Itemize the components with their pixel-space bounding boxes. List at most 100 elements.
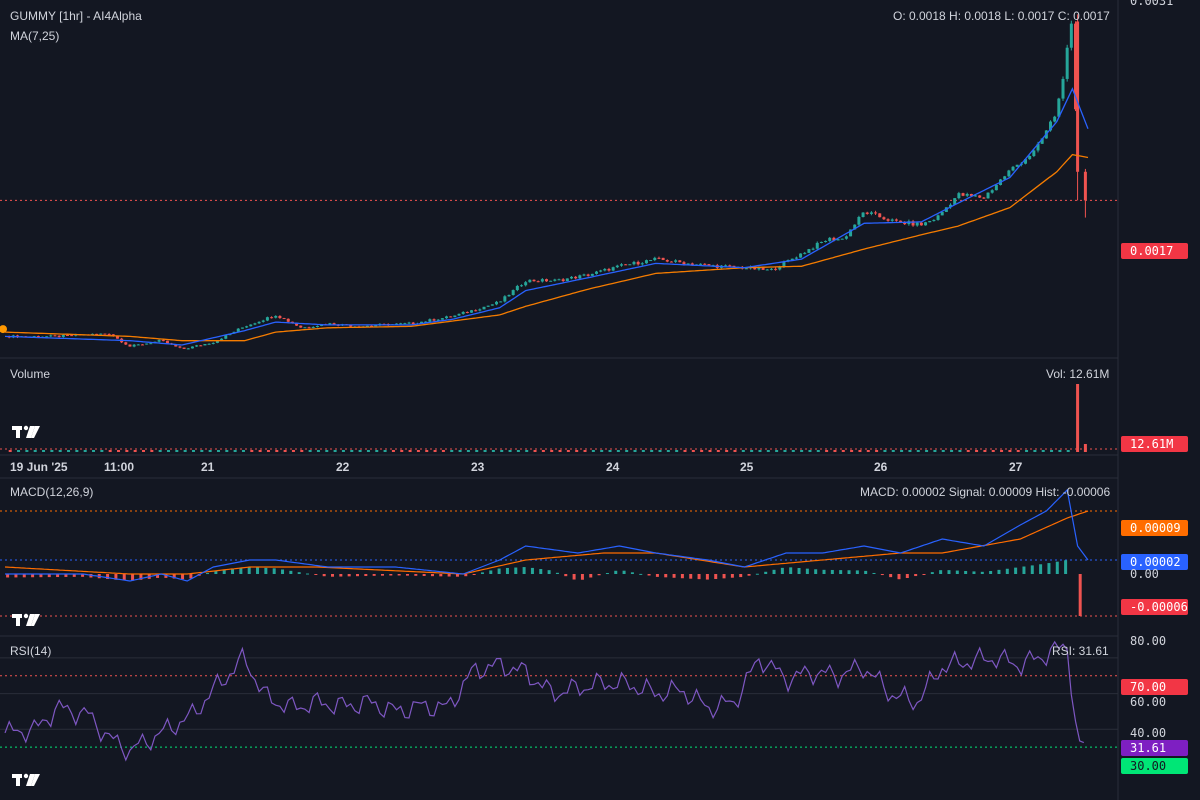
candle-body — [332, 323, 336, 325]
candle-body — [178, 346, 182, 348]
candle-body — [1065, 47, 1069, 79]
tradingview-logo — [12, 424, 42, 445]
volume-bar — [475, 450, 479, 452]
candle-body — [145, 343, 149, 345]
candle-body — [844, 236, 848, 239]
macd-hist-bar — [739, 574, 743, 578]
macd-hist-bar — [730, 574, 734, 578]
volume-bar — [958, 450, 962, 452]
volume-bar — [1041, 450, 1045, 452]
time-axis-label-8: 27 — [1009, 460, 1023, 474]
tradingview-logo — [12, 772, 42, 793]
price-axis-top-label: 0.0031 — [1130, 0, 1174, 8]
macd-hist-bar — [722, 574, 726, 579]
volume-bar — [616, 450, 620, 452]
volume-bar — [491, 450, 495, 452]
macd-hist-bar — [47, 574, 51, 578]
tradingview-logo — [12, 612, 42, 633]
candle-body — [957, 193, 961, 199]
macd-hist-bar — [156, 574, 160, 578]
volume-bar — [283, 450, 287, 452]
macd-signal-line — [4, 510, 1089, 575]
ma-label: MA(7,25) — [10, 29, 60, 43]
candle-body — [453, 315, 457, 318]
macd-hist-bar — [22, 574, 26, 578]
candle-body — [274, 315, 278, 318]
volume-bar — [325, 450, 329, 452]
candle-body — [611, 267, 615, 271]
macd-hist-bar — [814, 569, 818, 574]
macd-hist-bar — [689, 574, 693, 579]
candle-body — [436, 319, 440, 321]
candle-body — [240, 327, 244, 329]
candle-body — [1024, 159, 1028, 164]
macd-hist-bar — [239, 568, 243, 574]
macd-hist-bar — [830, 569, 834, 574]
candle-body — [528, 279, 532, 283]
volume-bar — [550, 450, 554, 452]
volume-bar — [875, 450, 879, 452]
candle-body — [1011, 166, 1015, 171]
candle-body — [665, 260, 669, 262]
volume-bar — [150, 450, 154, 452]
time-axis-label-7: 26 — [874, 460, 888, 474]
candle-body — [374, 325, 378, 327]
volume-bar — [333, 450, 337, 452]
candle-body — [678, 260, 682, 263]
candle-body — [265, 317, 269, 321]
candle-body — [99, 333, 103, 335]
candle-body — [207, 343, 211, 345]
volume-bar — [1058, 450, 1062, 452]
macd-hist-bar — [964, 570, 968, 574]
volume-bar — [1083, 444, 1087, 452]
macd-hist-bar — [547, 570, 551, 574]
volume-bar — [591, 450, 595, 452]
candle-body — [778, 266, 782, 270]
candle-body — [253, 323, 257, 325]
volume-bar — [483, 450, 487, 452]
macd-hist-bar — [1022, 566, 1026, 574]
volume-bar — [208, 450, 212, 452]
candle-body — [299, 325, 303, 328]
macd-hist-bar — [122, 574, 126, 581]
candle-body — [278, 315, 282, 319]
macd-hist-bar — [247, 567, 251, 574]
candle-body — [490, 304, 494, 306]
candle-body — [728, 265, 732, 267]
ma-slow-line — [4, 153, 1089, 342]
candle-body — [149, 343, 153, 345]
candle-body — [136, 344, 140, 346]
macd-hist-bar — [630, 572, 634, 574]
macd-hist-bar — [855, 570, 859, 574]
candle-body — [553, 279, 557, 281]
candle-body — [503, 296, 507, 302]
volume-bar — [216, 450, 220, 452]
candle-body — [890, 219, 894, 221]
candle-body — [428, 319, 432, 322]
volume-bar — [233, 450, 237, 452]
macd-hist-bar — [989, 570, 993, 574]
rsi-oversold-tag: 30.00 — [1121, 758, 1188, 774]
volume-bar — [450, 450, 454, 452]
candle-body — [636, 261, 640, 265]
candle-body — [270, 317, 274, 319]
volume-bar — [75, 450, 79, 452]
candle-body — [315, 325, 319, 328]
macd-value-tag: 0.00002 — [1121, 554, 1188, 570]
macd-hist-bar — [605, 573, 609, 575]
macd-hist-bar — [972, 571, 976, 574]
macd-label: MACD(12,26,9) — [10, 485, 94, 499]
candle-body — [32, 336, 36, 338]
time-axis-label-0: 19 Jun '25 — [10, 460, 68, 474]
time-axis-label-2: 21 — [201, 460, 215, 474]
volume-bar — [200, 450, 204, 452]
candle-body — [449, 316, 453, 318]
candle-body — [165, 340, 169, 344]
volume-bar — [50, 450, 54, 452]
macd-hist-bar — [364, 574, 368, 577]
rsi-tick-80: 80.00 — [1130, 634, 1167, 648]
candle-body — [224, 335, 228, 339]
candle-body — [1015, 164, 1019, 167]
candle-body — [840, 238, 844, 240]
